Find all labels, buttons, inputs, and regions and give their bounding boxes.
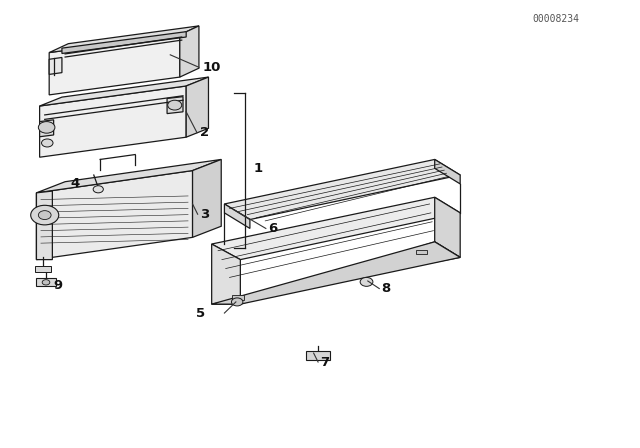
Bar (415, 250, 427, 254)
Polygon shape (435, 197, 460, 258)
Polygon shape (212, 242, 460, 304)
Polygon shape (225, 204, 250, 228)
Text: 1: 1 (253, 162, 262, 175)
Text: 8: 8 (381, 282, 390, 295)
Circle shape (232, 298, 243, 306)
Polygon shape (49, 57, 62, 74)
Polygon shape (40, 77, 209, 106)
Polygon shape (36, 191, 52, 260)
Text: 10: 10 (202, 61, 221, 74)
Circle shape (31, 205, 59, 225)
Text: 5: 5 (196, 306, 205, 319)
Circle shape (42, 139, 53, 147)
Circle shape (93, 186, 103, 193)
Polygon shape (62, 32, 186, 53)
Polygon shape (40, 86, 186, 157)
Bar (306, 351, 330, 360)
Text: 9: 9 (54, 279, 63, 292)
Circle shape (360, 277, 373, 286)
Polygon shape (49, 35, 180, 95)
Bar (232, 295, 244, 300)
Polygon shape (212, 242, 460, 304)
Text: 3: 3 (200, 208, 209, 221)
Bar (35, 266, 51, 271)
Text: 6: 6 (268, 222, 277, 235)
Bar (36, 278, 56, 286)
Text: 2: 2 (200, 126, 209, 139)
Circle shape (38, 211, 51, 220)
Circle shape (38, 121, 55, 133)
Text: 00008234: 00008234 (532, 14, 579, 24)
Polygon shape (40, 120, 54, 137)
Circle shape (42, 280, 50, 285)
Polygon shape (167, 97, 183, 114)
Polygon shape (180, 26, 199, 77)
Polygon shape (212, 197, 460, 260)
Circle shape (168, 100, 182, 110)
Polygon shape (36, 171, 193, 260)
Polygon shape (212, 244, 241, 304)
Text: 4: 4 (70, 177, 79, 190)
Text: 7: 7 (320, 357, 329, 370)
Polygon shape (186, 77, 209, 137)
Polygon shape (36, 159, 221, 193)
Polygon shape (49, 26, 199, 52)
Polygon shape (225, 159, 460, 220)
Polygon shape (193, 159, 221, 237)
Polygon shape (435, 159, 460, 184)
